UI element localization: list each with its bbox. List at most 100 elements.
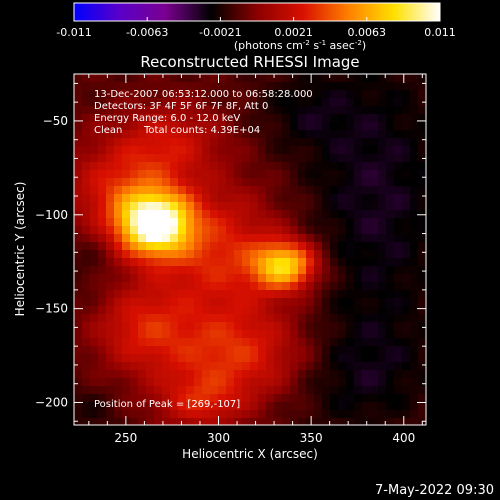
- heatmap-cell: [194, 186, 203, 195]
- heatmap-cell: [130, 362, 139, 371]
- heatmap-cell: [122, 98, 131, 107]
- heatmap-cell: [354, 258, 363, 267]
- heatmap-cell: [258, 226, 267, 235]
- heatmap-cell: [410, 410, 419, 419]
- heatmap-cell: [338, 330, 347, 339]
- heatmap-cell: [210, 354, 219, 363]
- heatmap-cell: [250, 178, 259, 187]
- heatmap-cell: [418, 122, 426, 131]
- heatmap-cell: [298, 370, 307, 379]
- heatmap-cell: [386, 90, 395, 99]
- heatmap-cell: [418, 258, 426, 267]
- plot-frame: [73, 73, 427, 426]
- heatmap-cell: [130, 330, 139, 339]
- heatmap-cell: [290, 82, 299, 91]
- heatmap-cell: [82, 418, 91, 425]
- heatmap-cell: [90, 138, 99, 147]
- heatmap-cell: [226, 146, 235, 155]
- heatmap-cell: [146, 322, 155, 331]
- heatmap-cell: [378, 82, 387, 91]
- heatmap-cell: [362, 90, 371, 99]
- heatmap-cell: [218, 354, 227, 363]
- heatmap-cell: [90, 354, 99, 363]
- heatmap-cell: [362, 266, 371, 275]
- heatmap-cell: [346, 146, 355, 155]
- heatmap-cell: [226, 226, 235, 235]
- heatmap-cell: [418, 114, 426, 123]
- heatmap-cell: [170, 258, 179, 267]
- heatmap-cell: [98, 298, 107, 307]
- heatmap-cell: [298, 266, 307, 275]
- heatmap-cell: [98, 154, 107, 163]
- heatmap-cell: [338, 90, 347, 99]
- heatmap-cell: [154, 250, 163, 259]
- heatmap-cell: [306, 322, 315, 331]
- heatmap-cell: [218, 114, 227, 123]
- heatmap-cell: [226, 322, 235, 331]
- heatmap-cell: [202, 306, 211, 315]
- heatmap-cell: [266, 138, 275, 147]
- heatmap-cell: [402, 386, 411, 395]
- heatmap-cell: [354, 362, 363, 371]
- heatmap-cell: [154, 218, 163, 227]
- heatmap-cell: [178, 218, 187, 227]
- heatmap-cell: [178, 378, 187, 387]
- heatmap-cell: [178, 130, 187, 139]
- heatmap-cell: [306, 410, 315, 419]
- heatmap-cell: [114, 170, 123, 179]
- heatmap-cell: [314, 378, 323, 387]
- heatmap-cell: [322, 170, 331, 179]
- heatmap-cell: [290, 162, 299, 171]
- heatmap-cell: [290, 242, 299, 251]
- heatmap-cell: [178, 194, 187, 203]
- heatmap-cell: [130, 410, 139, 419]
- heatmap-cell: [154, 378, 163, 387]
- heatmap-cell: [346, 194, 355, 203]
- heatmap-cell: [362, 290, 371, 299]
- heatmap-cell: [170, 394, 179, 403]
- heatmap-cell: [378, 322, 387, 331]
- heatmap-cell: [74, 114, 83, 123]
- heatmap-cell: [266, 386, 275, 395]
- heatmap-cell: [106, 362, 115, 371]
- heatmap-cell: [370, 362, 379, 371]
- heatmap-cell: [386, 162, 395, 171]
- heatmap-cell: [226, 306, 235, 315]
- heatmap-cell: [370, 146, 379, 155]
- heatmap-cell: [394, 298, 403, 307]
- heatmap-cell: [338, 346, 347, 355]
- heatmap-cell: [242, 226, 251, 235]
- heatmap-cell: [242, 186, 251, 195]
- heatmap-cell: [258, 258, 267, 267]
- heatmap-cell: [218, 298, 227, 307]
- heatmap-cell: [346, 234, 355, 243]
- heatmap-cell: [290, 154, 299, 163]
- heatmap-cell: [258, 234, 267, 243]
- heatmap-cell: [146, 154, 155, 163]
- heatmap-cell: [234, 210, 243, 219]
- heatmap-cell: [266, 106, 275, 115]
- heatmap-cell: [98, 354, 107, 363]
- heatmap-cell: [402, 250, 411, 259]
- heatmap-cell: [314, 402, 323, 411]
- heatmap-cell: [418, 394, 426, 403]
- heatmap-cell: [154, 290, 163, 299]
- heatmap-cell: [122, 234, 131, 243]
- heatmap-cell: [162, 338, 171, 347]
- heatmap-cell: [242, 90, 251, 99]
- heatmap-cell: [218, 138, 227, 147]
- heatmap-cell: [186, 154, 195, 163]
- heatmap-cell: [418, 306, 426, 315]
- heatmap-cell: [162, 162, 171, 171]
- heatmap-cell: [146, 162, 155, 171]
- heatmap-cell: [410, 234, 419, 243]
- heatmap-cell: [370, 258, 379, 267]
- heatmap-cell: [234, 130, 243, 139]
- heatmap-cell: [410, 194, 419, 203]
- heatmap-cell: [106, 330, 115, 339]
- heatmap-cell: [410, 186, 419, 195]
- heatmap-cell: [354, 106, 363, 115]
- heatmap-cell: [290, 274, 299, 283]
- heatmap-cell: [346, 282, 355, 291]
- heatmap-cell: [90, 202, 99, 211]
